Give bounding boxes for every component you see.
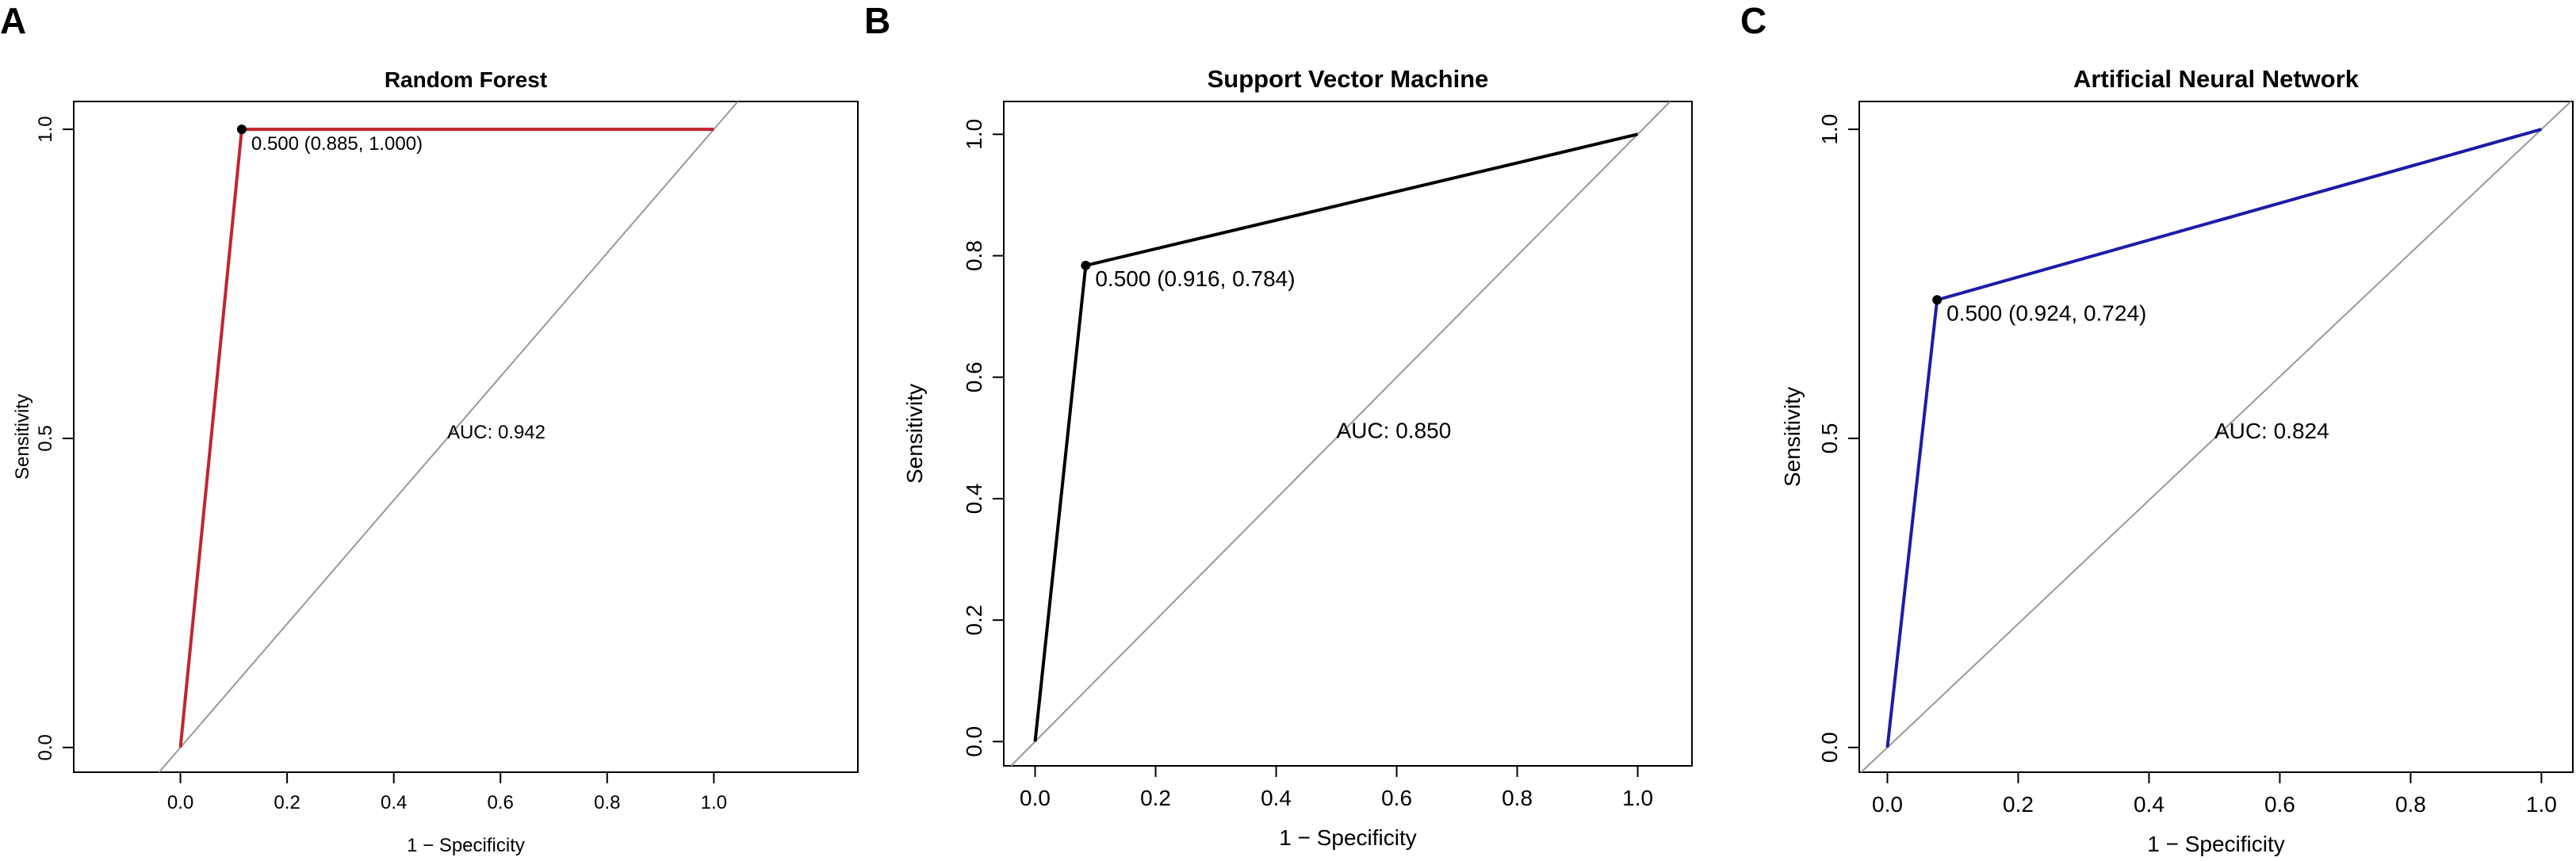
chart-title: Random Forest xyxy=(385,67,547,92)
auc-label: AUC: 0.850 xyxy=(1337,418,1452,442)
y-tick-label: 0.2 xyxy=(962,605,986,636)
reference-diagonal xyxy=(1010,101,1671,767)
panel-label: C xyxy=(1740,0,1766,41)
panel-label: B xyxy=(864,0,890,41)
y-tick-label: 1.0 xyxy=(1817,114,1842,145)
x-tick-label: 0.0 xyxy=(167,792,193,813)
y-tick-label: 0.0 xyxy=(1817,732,1842,763)
x-tick-label: 0.6 xyxy=(1381,786,1412,810)
x-tick-label: 0.8 xyxy=(594,792,620,813)
y-axis-label: Sensitivity xyxy=(1780,387,1805,487)
x-tick-label: 0.8 xyxy=(2395,792,2426,817)
chart-title: Artificial Neural Network xyxy=(2073,65,2360,93)
x-tick-label: 0.0 xyxy=(1872,792,1903,817)
x-tick-label: 0.6 xyxy=(2264,792,2295,817)
x-axis-label: 1 − Specificity xyxy=(1279,825,1417,850)
x-tick-label: 0.4 xyxy=(2134,792,2165,817)
reference-diagonal xyxy=(158,101,739,773)
x-tick-label: 0.4 xyxy=(381,792,407,813)
plot-frame xyxy=(73,101,859,773)
y-tick-label: 1.0 xyxy=(962,119,986,150)
y-tick-label: 0.0 xyxy=(35,734,56,760)
x-tick-label: 0.2 xyxy=(1140,786,1171,810)
y-tick-label: 0.5 xyxy=(35,425,56,451)
threshold-point xyxy=(236,124,247,135)
y-axis-label: Sensitivity xyxy=(12,394,33,480)
threshold-label: 0.500 (0.916, 0.784) xyxy=(1095,266,1295,291)
x-tick-label: 0.0 xyxy=(1020,786,1051,810)
x-tick-label: 1.0 xyxy=(701,792,727,813)
x-tick-label: 0.2 xyxy=(274,792,300,813)
y-tick-label: 1.0 xyxy=(35,116,56,142)
x-tick-label: 0.2 xyxy=(2003,792,2034,817)
x-tick-label: 1.0 xyxy=(2526,792,2557,817)
panel-label: A xyxy=(0,0,26,41)
threshold-point xyxy=(1932,295,1943,305)
auc-label: AUC: 0.942 xyxy=(447,422,545,443)
threshold-label: 0.500 (0.924, 0.724) xyxy=(1946,300,2146,325)
y-tick-label: 0.8 xyxy=(962,240,986,271)
plot-frame xyxy=(1003,101,1693,767)
y-tick-label: 0.6 xyxy=(962,362,986,392)
x-tick-label: 0.8 xyxy=(1502,786,1533,810)
threshold-point xyxy=(1081,260,1091,270)
y-tick-label: 0.4 xyxy=(962,483,986,514)
threshold-label: 0.500 (0.885, 1.000) xyxy=(251,133,423,155)
auc-label: AUC: 0.824 xyxy=(2214,419,2329,443)
chart-title: Support Vector Machine xyxy=(1208,65,1489,93)
reference-diagonal xyxy=(1860,101,2572,773)
y-axis-label: Sensitivity xyxy=(902,384,927,484)
x-tick-label: 0.4 xyxy=(1261,786,1292,810)
x-axis-label: 1 − Specificity xyxy=(2147,832,2285,856)
y-tick-label: 0.0 xyxy=(962,726,986,757)
x-axis-label: 1 − Specificity xyxy=(407,835,525,856)
plot-frame xyxy=(1858,101,2574,773)
x-tick-label: 0.6 xyxy=(488,792,514,813)
x-tick-label: 1.0 xyxy=(1622,786,1653,810)
y-tick-label: 0.5 xyxy=(1817,423,1842,453)
